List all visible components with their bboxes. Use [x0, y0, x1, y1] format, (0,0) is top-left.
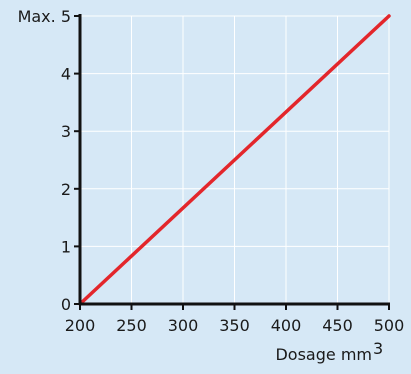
- series-line: [78, 14, 391, 306]
- x-tick-label: 400: [271, 316, 302, 335]
- y-tick-label: 1: [61, 237, 71, 256]
- x-tick-label: 300: [168, 316, 199, 335]
- y-tick-label: 2: [61, 180, 71, 199]
- y-tick-label: 4: [61, 65, 71, 84]
- y-tick-label: 3: [61, 122, 71, 141]
- x-tick-label: 450: [322, 316, 353, 335]
- x-axis-label-superscript: 3: [373, 339, 383, 358]
- tick-labels: 200 250 300 350 400 450 500 0 1 2 3 4 Max. 5: [18, 7, 405, 335]
- y-tick-label: Max. 5: [18, 7, 71, 26]
- y-tick-label: 0: [61, 295, 71, 314]
- x-axis-label: Dosage mm: [275, 345, 372, 364]
- x-tick-label: 500: [374, 316, 405, 335]
- series-layer: [78, 14, 391, 306]
- axes: [74, 14, 390, 310]
- x-tick-label: 350: [219, 316, 250, 335]
- x-tick-label: 200: [65, 316, 96, 335]
- x-tick-label: 250: [116, 316, 147, 335]
